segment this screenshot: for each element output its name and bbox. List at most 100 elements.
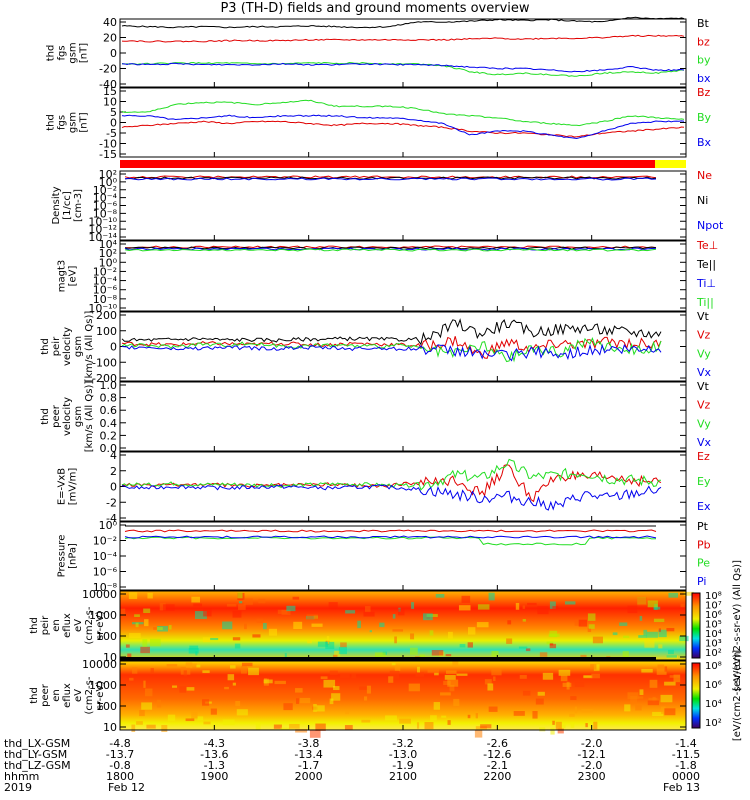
legend-entry: Vy <box>697 417 711 430</box>
spectrogram-cell <box>433 702 441 710</box>
spectrogram-cell <box>125 644 130 648</box>
colorbar-tick: 10² <box>705 648 722 659</box>
spectrogram-cell <box>427 669 439 673</box>
spectrogram-cell <box>258 598 266 604</box>
panel-7: 4 2 0 -2 -4 E=-VxB [mV/m] Ez Ey Ex <box>57 449 711 525</box>
y-axis-label: peir <box>40 615 51 635</box>
spectrogram-cell <box>411 602 415 609</box>
spectrogram-cell <box>357 620 361 629</box>
series-line <box>121 318 662 346</box>
y-tick-label: 100 <box>96 325 117 338</box>
spectrogram-cell <box>638 635 648 638</box>
spectrogram-cell <box>262 622 267 630</box>
y-tick-label: -2 <box>106 496 117 509</box>
panel-frame <box>119 87 687 158</box>
y-tick-label: 10⁻⁶ <box>93 566 118 579</box>
y-tick-label: -40 <box>99 78 117 91</box>
x-tick-label: -2.6 <box>487 737 508 750</box>
legend-entry: Te|| <box>696 258 716 271</box>
y-axis-label: thd <box>46 114 57 131</box>
x-tick-label: -2.1 <box>487 759 508 772</box>
y-axis-label: [km/s (All Qs)] <box>84 381 95 453</box>
y-axis-label: Density <box>51 186 62 224</box>
spectrogram-cell <box>474 729 483 738</box>
y-tick-label: 10⁻¹⁰ <box>88 215 117 228</box>
spectrogram-cell <box>311 623 323 627</box>
x-tick-label: -4.3 <box>204 737 225 750</box>
y-tick-label: 10⁻¹² <box>88 223 117 236</box>
spectrogram-cell <box>453 698 460 706</box>
spectrogram-cell <box>535 698 544 705</box>
spectrogram-cell <box>374 652 386 658</box>
spectrogram-cell <box>255 722 261 731</box>
spectrogram-cell <box>435 593 445 598</box>
spectrogram-cell <box>539 652 548 657</box>
x-tick-label: -12.1 <box>577 748 605 761</box>
spectrogram-cell <box>475 713 478 719</box>
y-axis-label: eflux <box>62 613 73 638</box>
series-line <box>124 536 657 546</box>
legend-entry: Pe <box>697 557 710 570</box>
spectrogram-cell <box>527 602 537 606</box>
y-tick-label: -5 <box>106 127 117 140</box>
y-axis-label: eV <box>73 689 84 702</box>
spectrogram-cell <box>593 664 600 671</box>
colorbar-tick: 10⁷ <box>705 601 722 612</box>
legend-entry: Vx <box>697 436 712 449</box>
colorbar-tick: 10⁸ <box>705 661 722 672</box>
spectrogram-cell <box>416 722 420 729</box>
y-tick-label: 0.0 <box>100 442 118 455</box>
spectrogram-cell <box>461 595 471 603</box>
x-tick-label: -11.5 <box>672 748 700 761</box>
legend-entry: Bz <box>697 86 711 99</box>
spectrogram-cell <box>588 624 595 629</box>
legend-entry: bx <box>697 72 711 85</box>
spectrogram-cell <box>537 606 549 615</box>
spectrogram-cell <box>658 644 663 649</box>
spectrogram-cell <box>309 729 321 738</box>
spectrogram-cell <box>557 728 564 734</box>
spectrogram-cell <box>518 646 528 649</box>
spectrogram-cell <box>417 666 420 673</box>
y-axis-label: peir <box>51 336 62 356</box>
spectrogram-cell <box>202 670 210 674</box>
spectrogram-cell <box>286 605 296 612</box>
spectrogram-cell <box>679 635 689 642</box>
spectrogram-cell <box>661 706 666 714</box>
y-tick-label: 0 <box>110 47 117 60</box>
series-line <box>121 484 662 511</box>
y-tick-label: 10⁰ <box>99 176 118 189</box>
spectrogram-cell <box>144 688 153 697</box>
spectrogram-cell <box>317 641 328 647</box>
legend-entry: Vt <box>697 380 710 393</box>
legend-entry: By <box>697 111 712 124</box>
y-tick-label: 10⁻⁴ <box>93 275 118 288</box>
spectrogram-cell <box>363 696 368 701</box>
legend-entry: Ey <box>697 475 711 488</box>
spectrogram-cell <box>639 689 644 695</box>
spectrogram-cell <box>537 691 545 696</box>
y-tick-label: 0.4 <box>100 417 118 430</box>
x-tick-label: 2100 <box>389 770 417 783</box>
spectrogram-cell <box>410 633 415 640</box>
spectrogram-cell <box>331 693 341 701</box>
spectrogram-cell <box>658 628 661 632</box>
y-axis-label: magt3 <box>57 260 68 293</box>
y-axis-label: [eV] <box>68 266 79 287</box>
spectrogram-cell <box>488 706 498 712</box>
spectrogram-cell <box>345 710 350 715</box>
spectrogram-cell <box>189 645 199 650</box>
panel-10: 10000 1000 100 10 thd peer en eflux eV (cm2-s-sr-… <box>29 650 743 741</box>
spectrogram-cell <box>328 602 338 609</box>
y-axis-label: sr-eV) <box>95 611 106 640</box>
spectrogram-cell <box>295 688 303 693</box>
spectrogram-cell <box>560 675 568 682</box>
colorbar-tick: 10³ <box>705 639 722 650</box>
y-tick-label: 15 <box>103 85 117 98</box>
spectrogram-cell <box>447 631 453 639</box>
spectrogram-cell <box>320 676 328 680</box>
spectrogram-cell <box>210 637 219 641</box>
colorbar <box>691 592 701 659</box>
spectrogram-cell <box>447 679 459 687</box>
